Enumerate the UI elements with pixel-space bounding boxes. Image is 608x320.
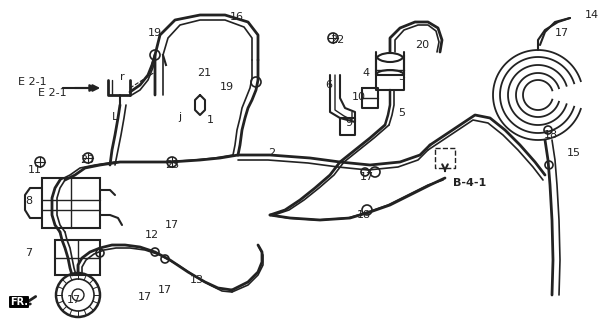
Text: 4: 4 [362,68,369,78]
Text: 17: 17 [360,172,374,182]
Text: 23: 23 [80,155,94,165]
Text: 19: 19 [148,28,162,38]
Text: 17: 17 [555,28,569,38]
Text: 18: 18 [357,210,371,220]
Text: E 2-1: E 2-1 [18,77,47,87]
Text: 17: 17 [158,285,172,295]
Text: 22: 22 [330,35,344,45]
Text: 17: 17 [138,292,152,302]
Text: 9: 9 [345,118,352,128]
Text: r: r [120,72,125,82]
Text: 12: 12 [145,230,159,240]
Text: 17: 17 [67,295,81,305]
Text: 20: 20 [415,40,429,50]
Text: 13: 13 [190,275,204,285]
Text: 2: 2 [268,148,275,158]
Bar [42,178,100,228]
Text: 18: 18 [544,130,558,140]
Text: 21: 21 [197,68,211,78]
Text: j: j [178,112,181,122]
Text: E 2-1: E 2-1 [38,88,67,98]
Text: 5: 5 [398,108,405,118]
Text: 17: 17 [165,220,179,230]
Bar [55,240,100,275]
Text: 10: 10 [352,92,366,102]
Text: 7: 7 [25,248,32,258]
Text: 23: 23 [165,160,179,170]
Text: L: L [112,112,118,122]
Text: 15: 15 [567,148,581,158]
Text: 11: 11 [28,165,42,175]
Text: 3: 3 [398,72,405,82]
Text: 8: 8 [25,196,32,206]
Text: 6: 6 [325,80,332,90]
Text: 19: 19 [220,82,234,92]
Text: 14: 14 [585,10,599,20]
Text: 16: 16 [230,12,244,22]
Text: FR.: FR. [10,297,28,307]
Text: 1: 1 [207,115,214,125]
Text: B-4-1: B-4-1 [453,178,486,188]
